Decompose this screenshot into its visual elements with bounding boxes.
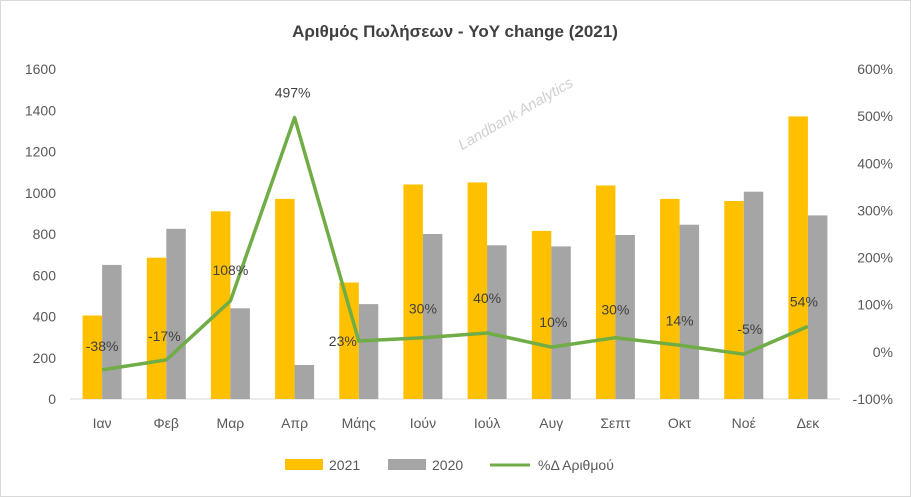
pct-data-label: 10% [539, 314, 567, 330]
category-label: Οκτ [668, 415, 692, 431]
bar-2020-Φεβ [166, 228, 186, 399]
bar-2021-Ιούλ [467, 182, 488, 399]
bar-2021-Απρ [275, 198, 295, 399]
left-tick-label: 800 [33, 226, 57, 242]
pct-change-line [101, 115, 809, 372]
bar-2020-Νοέ [743, 191, 764, 399]
pct-data-label: 30% [409, 301, 437, 317]
bar-2021-Οκτ [660, 198, 680, 399]
bar-2021-Σεπτ [595, 185, 616, 399]
pct-data-label: -5% [737, 321, 762, 337]
bar-2020-Σεπτ [615, 235, 635, 399]
chart-title: Αριθμός Πωλήσεων - YoY change (2021) [292, 22, 618, 41]
left-tick-label: 1400 [25, 102, 56, 118]
bar-2020-Δεκ [807, 215, 828, 399]
left-tick-label: 0 [48, 391, 56, 407]
pct-data-label: 40% [473, 290, 501, 306]
right-tick-label: 100% [857, 297, 893, 313]
category-label: Απρ [281, 415, 308, 431]
pct-data-label: 108% [212, 262, 248, 278]
right-tick-label: 500% [857, 108, 893, 124]
legend-swatch-2020 [388, 459, 426, 470]
bar-2020-Μάης [358, 304, 379, 399]
category-label: Ιούλ [474, 415, 500, 431]
left-tick-label: 1200 [25, 144, 56, 160]
right-tick-label: 300% [857, 202, 893, 218]
right-tick-label: 200% [857, 250, 893, 266]
pct-data-label: 30% [601, 302, 629, 318]
data-labels: -38% -17% 108% 497% 23% 30% 40% 10% 30% 14% -5% 54% [86, 85, 818, 354]
left-tick-label: 600 [33, 267, 57, 283]
bar-2020-Μαρ [230, 308, 250, 400]
bar-2021-Ιαν [82, 315, 103, 399]
legend: 2021 2020 %Δ Αριθμού [285, 457, 614, 473]
right-tick-label: 600% [857, 61, 893, 77]
legend-label-2021: 2021 [329, 457, 360, 473]
bar-2020-Ιαν [102, 264, 122, 399]
pct-change-line-group [101, 115, 809, 372]
bar-2020-Ιούλ [487, 245, 507, 399]
bar-2021-Δεκ [788, 116, 808, 400]
bar-2020-Αυγ [551, 246, 571, 399]
category-labels: Ιαν Φεβ Μαρ Απρ Μάης Ιούν Ιούλ Αυγ Σεπτ Οκτ Νοέ Δεκ [93, 415, 821, 431]
category-label: Ιούν [410, 415, 436, 431]
bar-2021-Αυγ [531, 230, 552, 399]
left-tick-label: 1600 [25, 61, 56, 77]
bar-2020-Απρ [294, 365, 315, 399]
category-label: Μάης [342, 415, 377, 431]
category-label: Μαρ [217, 415, 245, 431]
legend-swatch-2021 [285, 459, 323, 470]
pct-data-label: 497% [275, 85, 311, 101]
category-label: Ιαν [93, 415, 112, 431]
legend-label-2020: 2020 [432, 457, 463, 473]
bar-2020-Ιούν [422, 234, 443, 399]
pct-data-label: 14% [666, 312, 694, 328]
bar-2021-Μαρ [210, 211, 231, 399]
category-label: Αυγ [539, 415, 563, 431]
category-label: Δεκ [797, 415, 821, 431]
legend-label-pct-change: %Δ Αριθμού [538, 457, 614, 473]
right-axis-ticks: -100% 0% 100% 200% 300% 400% 500% 600% [853, 61, 893, 407]
left-axis-ticks: 0 200 400 600 800 1000 1200 1400 1600 [25, 61, 56, 407]
pct-data-label: -17% [148, 328, 181, 344]
right-tick-label: 400% [857, 155, 893, 171]
left-tick-label: 200 [33, 350, 57, 366]
right-tick-label: -100% [853, 391, 893, 407]
bar-2021-Μάης [339, 282, 359, 399]
category-label: Νοέ [732, 415, 756, 431]
bar-2021-Ιούν [403, 184, 423, 399]
right-tick-label: 0% [873, 344, 893, 360]
bar-2020-Οκτ [679, 224, 700, 399]
category-label: Φεβ [154, 415, 179, 431]
pct-data-label: 54% [790, 293, 818, 309]
left-tick-label: 400 [33, 309, 57, 325]
bars [82, 116, 828, 400]
left-tick-label: 1000 [25, 185, 56, 201]
pct-data-label: -38% [86, 338, 119, 354]
category-label: Σεπτ [600, 415, 631, 431]
bar-2021-Νοέ [724, 201, 744, 399]
watermark: Landbank Analytics [455, 74, 576, 154]
pct-data-label: 23% [329, 333, 357, 349]
